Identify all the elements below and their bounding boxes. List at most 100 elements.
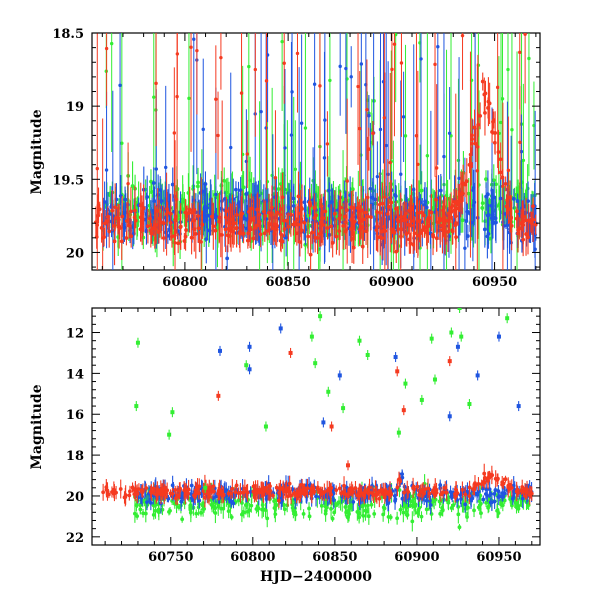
data-point xyxy=(236,498,241,503)
data-point xyxy=(401,510,406,515)
data-point xyxy=(460,33,465,38)
data-point xyxy=(401,218,405,223)
data-point xyxy=(447,215,452,220)
data-point xyxy=(211,484,216,489)
data-point xyxy=(344,510,349,515)
data-point xyxy=(374,491,378,496)
data-point xyxy=(312,205,317,210)
outlier-point xyxy=(216,393,221,398)
outlier-point xyxy=(341,406,346,411)
data-point xyxy=(431,206,435,210)
data-point xyxy=(152,95,156,99)
data-point xyxy=(117,226,122,230)
data-point xyxy=(292,491,296,496)
data-point xyxy=(173,488,178,492)
data-point xyxy=(182,501,187,505)
data-point xyxy=(527,56,531,61)
data-point xyxy=(307,506,311,511)
data-point xyxy=(173,241,177,245)
data-point xyxy=(286,205,291,210)
outlier-point xyxy=(318,314,323,319)
data-point xyxy=(189,210,194,215)
data-point xyxy=(282,489,286,494)
top-y-axis-label: Magnitude xyxy=(29,109,45,194)
data-point xyxy=(123,197,127,202)
data-point xyxy=(444,218,449,223)
data-point xyxy=(201,507,206,511)
data-point xyxy=(209,490,214,494)
data-point xyxy=(115,215,120,220)
data-point xyxy=(393,194,398,199)
data-point xyxy=(413,502,418,507)
data-point xyxy=(170,492,175,496)
data-point xyxy=(449,506,454,510)
data-point xyxy=(203,209,208,214)
outlier-point xyxy=(455,344,460,349)
data-point xyxy=(515,487,520,492)
data-point xyxy=(135,214,140,219)
data-point xyxy=(346,494,350,499)
data-point xyxy=(453,494,458,499)
data-point xyxy=(386,212,390,216)
data-point xyxy=(499,120,503,125)
data-point xyxy=(384,143,388,148)
data-point xyxy=(402,490,407,495)
top-panel-data xyxy=(93,33,538,270)
data-point xyxy=(315,485,320,490)
y-tick-label: 18 xyxy=(66,449,84,464)
data-point xyxy=(427,491,432,496)
data-point xyxy=(392,230,397,235)
data-point xyxy=(419,210,424,215)
bottom-panel: 60750 60800 60850 60900 60950 12 14 16 18 20 22 Ma… xyxy=(29,307,541,585)
data-point xyxy=(270,173,274,178)
data-point xyxy=(132,511,137,516)
data-point xyxy=(273,176,278,180)
top-panel-axes: 60800 60850 60900 60950 18.5 19 19.5 20 xyxy=(52,27,540,290)
data-point xyxy=(493,488,498,492)
data-point xyxy=(328,491,333,496)
data-point xyxy=(247,64,251,69)
data-point xyxy=(424,205,429,210)
data-point xyxy=(325,495,330,500)
data-point xyxy=(199,510,203,515)
data-point xyxy=(143,511,148,516)
x-tick-label: 60800 xyxy=(230,550,275,565)
data-point xyxy=(249,206,254,211)
data-point xyxy=(197,498,202,503)
data-point xyxy=(277,498,281,503)
data-point xyxy=(442,154,446,159)
data-point xyxy=(357,493,362,498)
data-point xyxy=(255,207,260,212)
data-point xyxy=(271,493,275,498)
data-point xyxy=(514,501,519,506)
data-point xyxy=(392,42,397,46)
data-point xyxy=(483,111,487,115)
data-point xyxy=(289,133,294,137)
data-point xyxy=(434,197,439,202)
data-point xyxy=(371,131,375,136)
data-point xyxy=(150,190,154,194)
data-point xyxy=(129,209,133,214)
data-point xyxy=(377,496,382,501)
data-point xyxy=(442,215,447,220)
data-point xyxy=(375,210,379,214)
data-point xyxy=(246,231,251,236)
data-point xyxy=(156,490,160,495)
data-point xyxy=(308,252,313,257)
data-point xyxy=(195,486,199,491)
data-point xyxy=(112,223,117,228)
data-point xyxy=(145,224,150,229)
data-point xyxy=(120,214,125,219)
data-point xyxy=(349,227,353,231)
data-point xyxy=(178,486,182,491)
data-point xyxy=(331,498,336,503)
data-point xyxy=(417,492,421,497)
data-point xyxy=(483,475,487,480)
data-point xyxy=(454,206,459,211)
data-point xyxy=(241,490,245,495)
data-point xyxy=(430,489,435,494)
data-point xyxy=(338,213,342,218)
data-point xyxy=(242,486,247,491)
outlier-point xyxy=(429,336,434,341)
data-point xyxy=(519,149,524,154)
